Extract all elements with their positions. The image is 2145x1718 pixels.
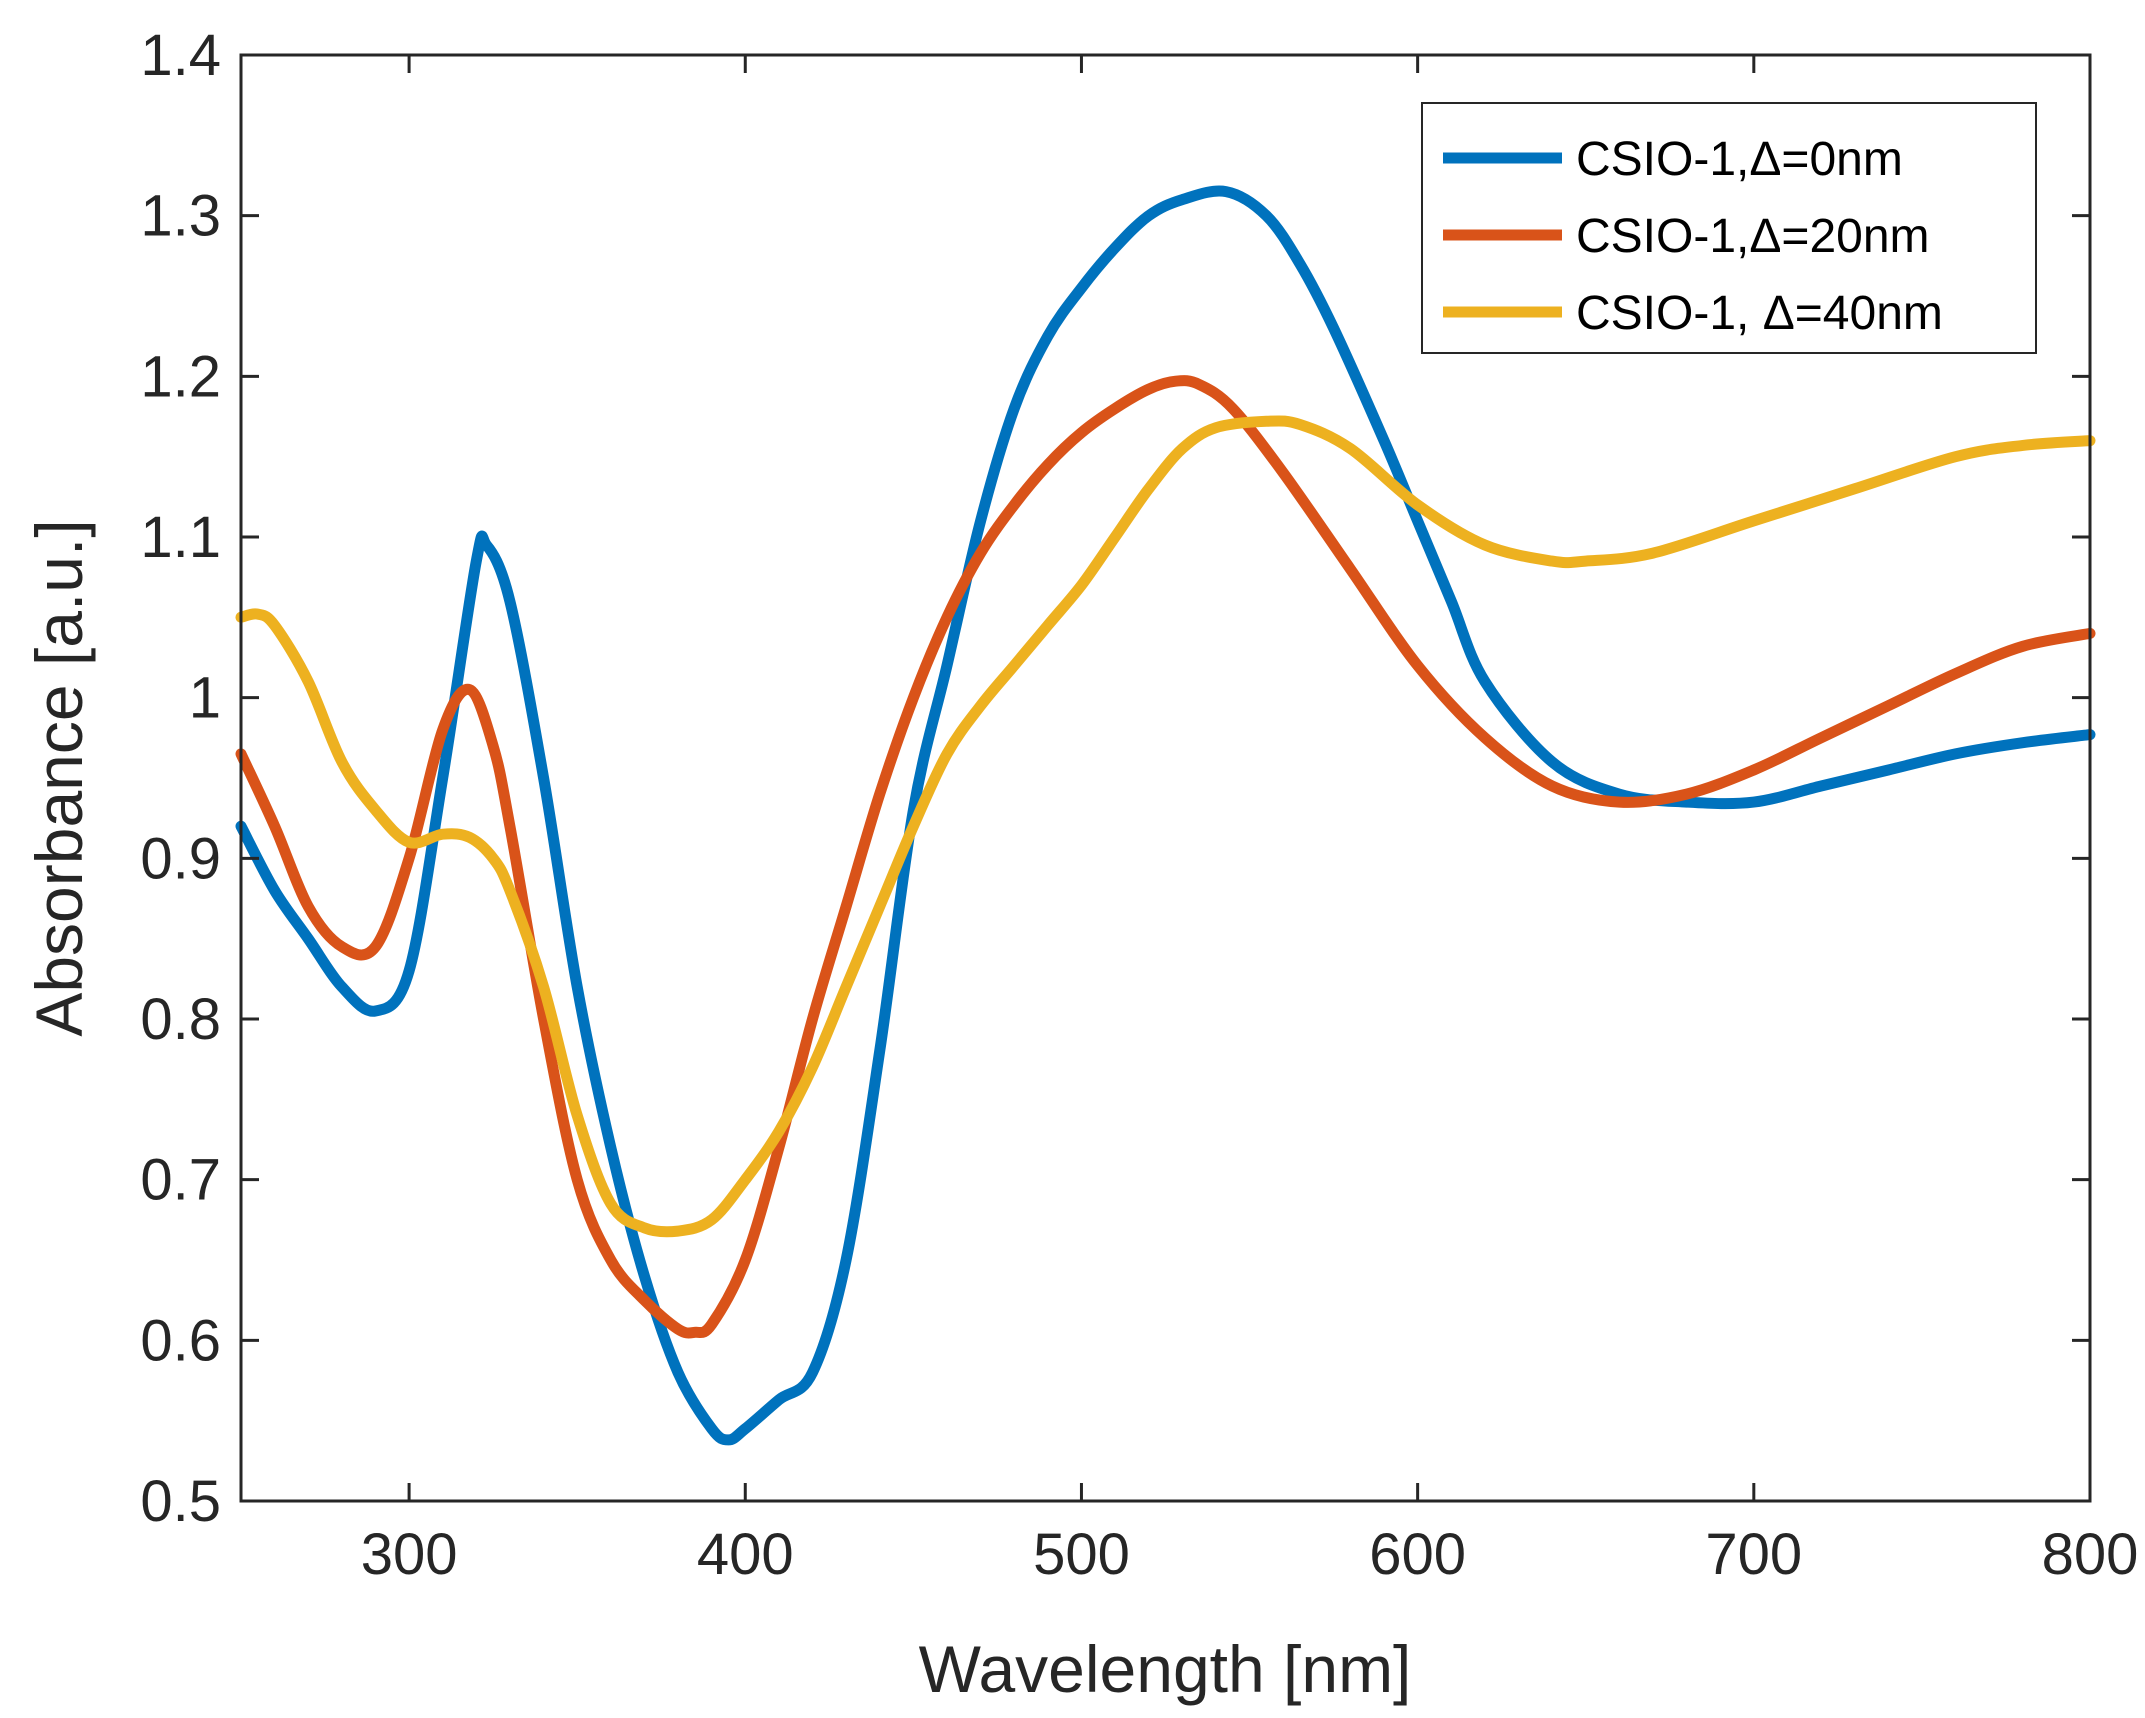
legend-label-3: CSIO-1, Δ=40nm xyxy=(1576,287,1943,340)
x-tick-label: 400 xyxy=(697,1522,794,1587)
ticks-layer: 300 400 500 600 700 800 0.5 0.6 0.7 0.8 0.9 1 1.1 1.2… xyxy=(140,23,2138,1587)
y-axis-title: Absorbance [a.u.] xyxy=(22,519,96,1036)
y-tick-label: 1.4 xyxy=(140,23,221,88)
x-tick-label: 500 xyxy=(1033,1522,1130,1587)
y-tick-label: 1.3 xyxy=(140,184,221,249)
y-tick-label: 0.9 xyxy=(140,826,221,891)
y-tick-label: 0.8 xyxy=(140,987,221,1052)
legend-label-2: CSIO-1,Δ=20nm xyxy=(1576,210,1930,263)
plot-frame xyxy=(239,53,2092,1503)
series-line-2 xyxy=(235,375,2096,1339)
y-tick-label: 1.2 xyxy=(140,344,221,409)
y-tick-label: 0.5 xyxy=(140,1469,221,1534)
x-tick-label: 300 xyxy=(361,1522,458,1587)
series-layer xyxy=(235,185,2096,1446)
x-tick-label: 700 xyxy=(1705,1522,1802,1587)
x-axis-title: Wavelength [nm] xyxy=(919,1632,1412,1706)
legend: CSIO-1,Δ=0nm CSIO-1,Δ=20nm CSIO-1, Δ=40nm xyxy=(1421,102,2037,354)
x-tick-label: 800 xyxy=(2042,1522,2139,1587)
y-tick-label: 0.7 xyxy=(140,1148,221,1213)
series-line-3 xyxy=(235,415,2096,1238)
legend-label-1: CSIO-1,Δ=0nm xyxy=(1576,133,1903,186)
y-tick-label: 1.1 xyxy=(140,505,221,570)
y-tick-label: 0.6 xyxy=(140,1308,221,1373)
y-tick-label: 1 xyxy=(189,666,221,731)
x-tick-label: 600 xyxy=(1369,1522,1466,1587)
series-line-1 xyxy=(235,185,2096,1446)
legend-items: CSIO-1,Δ=0nm CSIO-1,Δ=20nm CSIO-1, Δ=40nm xyxy=(1443,133,1943,340)
